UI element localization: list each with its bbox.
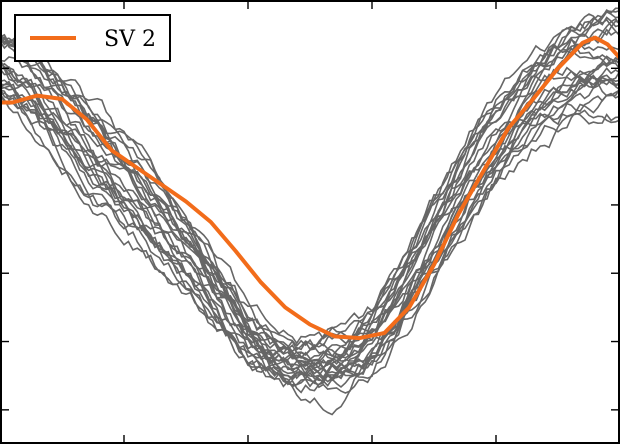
- ensemble-line: [0, 83, 620, 381]
- ensemble-line: [0, 16, 620, 356]
- ensemble-line: [0, 92, 620, 416]
- ensemble-line: [0, 19, 620, 349]
- ensemble-line: [0, 17, 620, 375]
- legend: SV 2: [14, 14, 171, 62]
- series-line-sv2: [0, 35, 620, 341]
- ensemble-line: [0, 10, 620, 355]
- series-lines: [0, 35, 620, 341]
- ensemble-line: [0, 13, 620, 360]
- ensemble-line: [0, 70, 620, 375]
- ensemble-lines: [0, 7, 620, 416]
- ensemble-line: [0, 46, 620, 379]
- legend-label-sv2: SV 2: [104, 27, 156, 52]
- ensemble-line: [0, 74, 620, 386]
- ensemble-line: [0, 74, 620, 375]
- ensemble-line: [0, 91, 620, 388]
